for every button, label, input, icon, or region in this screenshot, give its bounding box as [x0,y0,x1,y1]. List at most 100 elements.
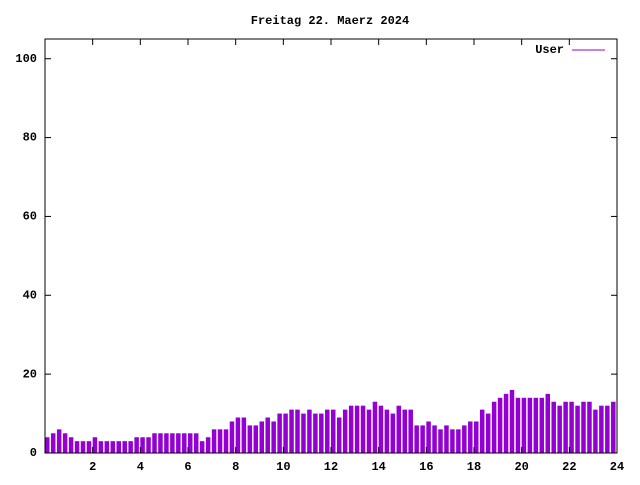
impulse [80,441,86,453]
impulse [110,441,116,453]
impulse [271,421,276,453]
impulse [551,401,556,453]
impulse [56,429,62,453]
impulse [146,437,151,453]
impulse [545,393,550,453]
impulse [301,413,306,453]
impulse [307,409,312,453]
x-tick-label: 8 [232,460,239,474]
impulse [188,433,193,453]
y-tick-label: 100 [15,52,37,66]
impulse [593,409,598,453]
impulse [170,433,175,453]
impulse [205,437,211,453]
impulse [259,421,264,453]
impulse [354,405,360,453]
impulse [98,441,104,453]
legend-label: User [535,43,564,57]
impulse [50,433,56,453]
impulse [313,413,318,453]
impulse [319,413,324,453]
impulse [265,417,270,453]
impulse [426,421,431,453]
impulse [575,405,580,453]
impulse [611,401,616,453]
x-tick-label: 22 [562,460,576,474]
impulse [581,401,586,453]
impulse [557,405,562,453]
impulse [152,433,157,453]
x-tick-label: 14 [371,460,385,474]
impulse [503,393,509,453]
x-tick-label: 16 [419,460,433,474]
impulse [509,389,515,453]
impulse [74,441,80,453]
impulse [462,425,467,453]
impulse [438,429,443,453]
x-tick-label: 2 [89,460,96,474]
impulse [402,409,407,453]
plot-border [44,38,618,454]
y-tick-label: 60 [23,210,37,224]
impulse [336,417,342,453]
impulse [444,425,449,453]
x-tick-label: 20 [514,460,528,474]
impulse [474,421,479,453]
impulse [527,397,533,453]
impulse [360,405,366,453]
y-tick-label: 40 [23,288,37,302]
impulse [533,397,539,453]
impulse [599,405,604,453]
impulse [414,425,419,453]
impulse [479,409,485,453]
impulse [229,421,235,453]
chart-title: Freitag 22. Maerz 2024 [251,14,409,28]
impulse [468,421,473,453]
impulse [420,425,425,453]
y-tick-label: 80 [23,131,37,145]
impulse [378,405,384,453]
impulse [45,437,50,453]
impulse [485,413,491,453]
impulse [289,409,294,453]
impulse [366,409,372,453]
impulse [390,413,396,453]
impulse [134,437,139,453]
impulse [277,413,282,453]
impulse [182,433,187,453]
impulse [372,401,378,453]
x-tick-label: 10 [276,460,290,474]
impulse [241,417,247,453]
y-tick-label: 0 [30,446,37,460]
impulse [217,429,223,453]
impulse [325,409,330,453]
impulse [497,397,503,453]
impulse [253,425,259,453]
impulse [158,433,163,453]
impulse [342,409,348,453]
impulse [331,409,336,453]
impulse [408,409,413,453]
x-tick-label: 6 [184,460,191,474]
impulse [199,441,205,453]
impulse [122,441,127,453]
impulse [193,433,199,453]
x-tick-label: 18 [467,460,481,474]
impulse [211,429,217,453]
impulse [587,401,592,453]
impulse [521,397,527,453]
impulse [104,441,110,453]
impulse [569,401,574,453]
impulse [539,397,545,453]
x-tick-label: 4 [137,460,144,474]
impulse [92,437,98,453]
impulse [164,433,169,453]
y-tick-label: 20 [23,367,37,381]
impulse [62,433,68,453]
impulse [223,429,229,453]
impulse [605,405,610,453]
impulse [116,441,121,453]
impulse [176,433,181,453]
impulse [491,401,497,453]
impulse [68,437,74,453]
